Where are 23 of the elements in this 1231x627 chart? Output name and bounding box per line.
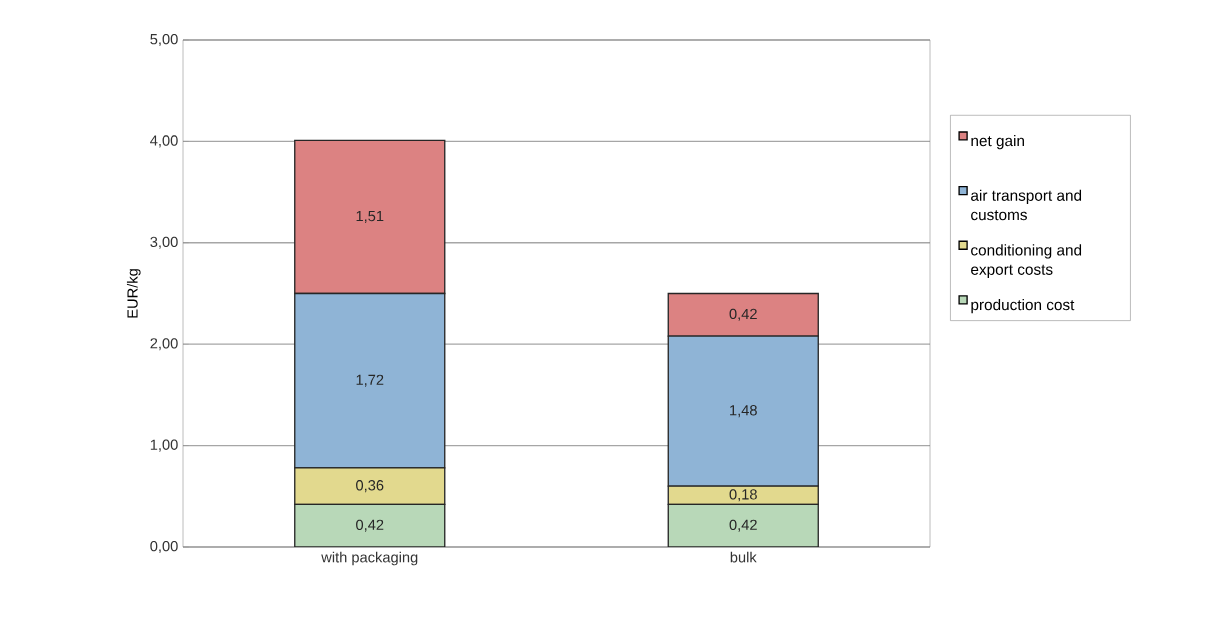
legend-label: production cost [971, 298, 1075, 314]
y-tick-label: 5,00 [150, 33, 178, 47]
y-tick-label: 2,00 [150, 338, 178, 351]
data-label: 0,42 [729, 308, 757, 321]
y-tick-label: 4,00 [150, 135, 178, 148]
x-tick-label: bulk [730, 551, 757, 563]
data-label: 1,51 [356, 210, 384, 223]
legend-label: conditioning and export costs [971, 244, 1082, 278]
y-tick-label: 3,00 [150, 236, 178, 249]
data-label: 0,42 [356, 519, 384, 532]
data-label: 1,72 [356, 374, 384, 387]
y-tick-label: 0,00 [150, 540, 178, 554]
data-label: 0,42 [729, 519, 757, 532]
y-tick-label: 1,00 [150, 439, 178, 452]
y-axis-title: EUR/kg [126, 269, 141, 318]
data-label: 0,36 [356, 480, 384, 493]
x-tick-label: with packaging [321, 551, 418, 566]
legend-label: net gain [971, 134, 1024, 150]
bar [294, 503, 446, 547]
data-label: 1,48 [730, 405, 757, 418]
data-label: 0,18 [729, 489, 757, 502]
legend-label: air transport and customs [971, 189, 1082, 221]
bar [667, 503, 819, 547]
